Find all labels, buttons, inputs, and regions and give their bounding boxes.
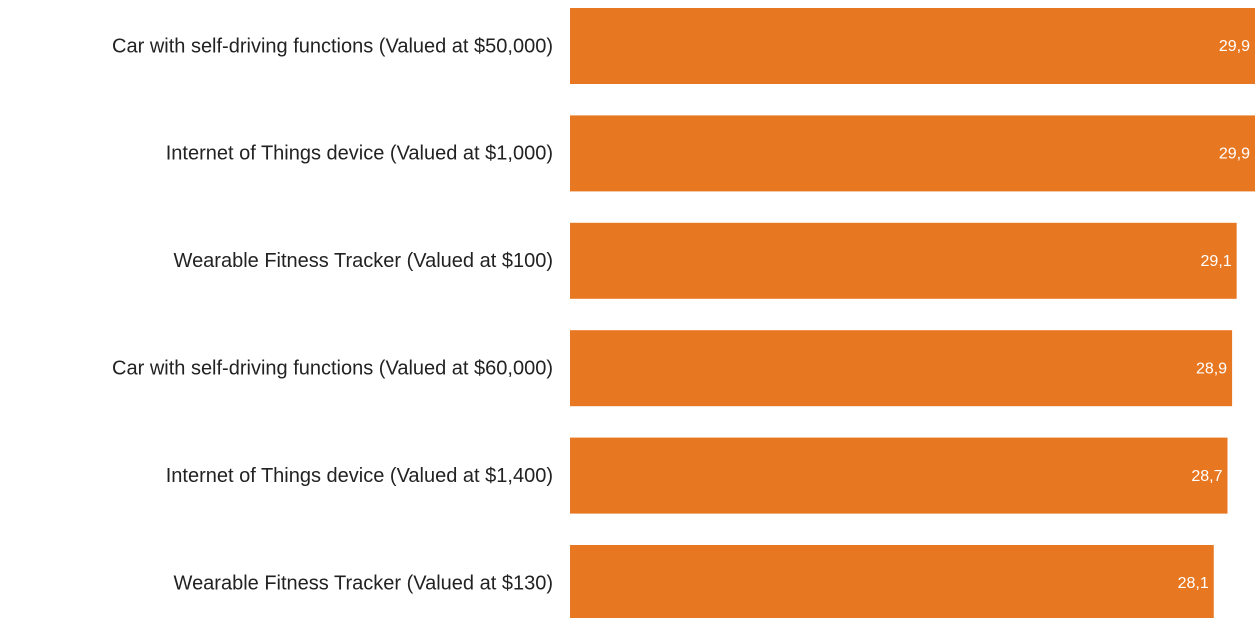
category-label: Car with self-driving functions (Valued … bbox=[112, 357, 553, 379]
value-label: 28,7 bbox=[1191, 468, 1222, 485]
value-label: 28,9 bbox=[1196, 360, 1227, 377]
bar bbox=[570, 8, 1255, 84]
bar bbox=[570, 545, 1214, 618]
bar bbox=[570, 222, 1237, 299]
value-label: 29,9 bbox=[1219, 146, 1250, 163]
bar bbox=[570, 437, 1228, 514]
category-label: Wearable Fitness Tracker (Valued at $130… bbox=[174, 572, 553, 594]
value-label: 28,1 bbox=[1178, 575, 1209, 592]
category-label: Internet of Things device (Valued at $1,… bbox=[166, 465, 553, 487]
category-label: Car with self-driving functions (Valued … bbox=[112, 35, 553, 57]
bar bbox=[570, 115, 1255, 192]
category-label: Wearable Fitness Tracker (Valued at $100… bbox=[174, 250, 553, 272]
category-label: Internet of Things device (Valued at $1,… bbox=[166, 143, 553, 165]
bar bbox=[570, 330, 1233, 407]
value-label: 29,1 bbox=[1201, 253, 1232, 270]
value-label: 29,9 bbox=[1219, 38, 1250, 55]
